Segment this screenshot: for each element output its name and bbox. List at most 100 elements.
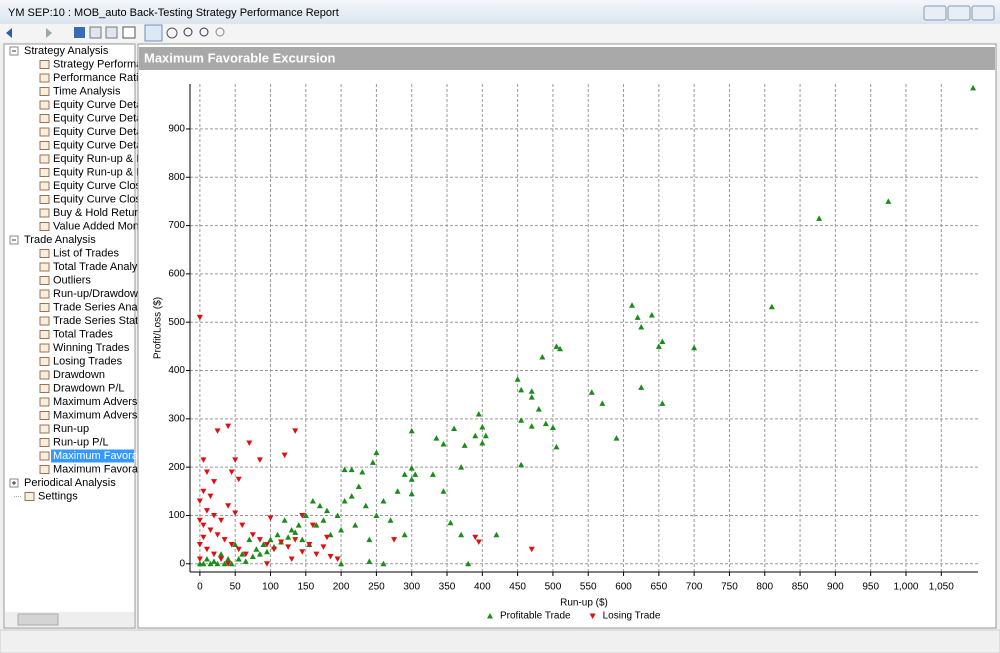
tree-item[interactable]: Equity Curve Detaile (53, 126, 153, 138)
forward-button[interactable] (46, 28, 52, 38)
tree-item[interactable]: Trade Series Analysis (53, 301, 159, 313)
pan-tool[interactable] (166, 27, 178, 39)
scatter-point (323, 507, 330, 514)
reset-tool[interactable] (215, 27, 225, 37)
scatter-point (408, 427, 415, 434)
tree-item[interactable]: Buy & Hold Return (53, 207, 144, 219)
scatter-point (433, 435, 440, 441)
tree-icon (39, 141, 50, 150)
scatter-point (200, 457, 207, 463)
save-button[interactable] (74, 27, 85, 38)
print-button[interactable] (105, 26, 118, 39)
scroll-thumb[interactable] (17, 613, 59, 626)
tree-item[interactable]: Trade Series Statistic (53, 315, 158, 327)
scatter-point (218, 551, 225, 557)
scatter-point (313, 551, 320, 558)
scatter-point (539, 353, 546, 360)
zoom-out-tool[interactable] (199, 27, 209, 37)
close-button[interactable] (971, 5, 995, 21)
scatter-point (196, 541, 203, 548)
scatter-point (203, 555, 210, 562)
select-tool[interactable] (144, 24, 163, 42)
scatter-point (320, 544, 327, 550)
tree-item[interactable]: Winning Trades (53, 342, 130, 354)
scatter-point (359, 468, 366, 475)
minimize-button[interactable] (923, 5, 947, 21)
scatter-point (225, 423, 232, 430)
scatter-point (542, 420, 549, 427)
tree-group[interactable]: Strategy Analysis (24, 45, 109, 57)
tree-item[interactable]: Equity Curve Detaile (53, 112, 153, 124)
tree-item[interactable]: Total Trade Analysis (53, 261, 151, 273)
scatter-point (214, 428, 221, 434)
scatter-point (306, 541, 313, 548)
tree-item[interactable]: Equity Curve Close T (53, 180, 157, 192)
tree-item[interactable]: Run-up (53, 423, 89, 435)
scatter-point (528, 423, 535, 429)
scatter-point (458, 464, 465, 470)
scatter-point (263, 561, 270, 567)
tree-item[interactable]: Settings (38, 490, 78, 502)
tree-item[interactable]: Maximum Adverse E (53, 409, 154, 421)
legend-marker (589, 613, 596, 619)
tree-item[interactable]: Strategy Performanc (53, 58, 154, 70)
tree-icon (39, 357, 50, 366)
tree-item[interactable]: Maximum Favorable (53, 450, 153, 462)
scatter-point (588, 389, 595, 395)
scatter-point (218, 556, 225, 562)
tree-item[interactable]: Performance Ratios (53, 72, 151, 84)
y-tick-label: 900 (168, 124, 185, 135)
scatter-point (242, 558, 249, 564)
tree-item[interactable]: List of Trades (53, 247, 120, 259)
tree-item[interactable]: Maximum Favorable (53, 463, 153, 475)
scatter-point (313, 522, 320, 528)
tree-item[interactable]: Time Analysis (53, 85, 121, 97)
tree-icon (39, 316, 50, 326)
tree-item[interactable]: Run-up P/L (53, 436, 109, 448)
tree-group[interactable]: Periodical Analysis (24, 477, 116, 489)
scatter-point (323, 534, 330, 541)
scatter-point (816, 215, 823, 221)
tree-item[interactable]: Losing Trades (53, 355, 123, 367)
scatter-point (458, 531, 465, 538)
scatter-point (260, 541, 267, 547)
tree-icon (39, 289, 50, 299)
tree-icon (39, 222, 50, 231)
tree-item[interactable]: Outliers (53, 274, 91, 286)
tree-item[interactable]: Equity Curve Detaile (53, 139, 153, 151)
tree-item[interactable]: Value Added Month (53, 220, 148, 232)
tree-icon (39, 60, 50, 69)
tree-item[interactable]: Maximum Adverse E (53, 396, 154, 408)
tree-icon (24, 492, 35, 501)
tree-item[interactable]: Drawdown P/L (53, 382, 125, 394)
back-button[interactable] (6, 28, 12, 38)
scatter-point (203, 546, 210, 553)
scatter-point (239, 551, 246, 557)
x-tick-label: 400 (474, 582, 491, 593)
tree-icon (39, 424, 50, 434)
tree-item[interactable]: Total Trades (53, 328, 113, 340)
scatter-point (408, 465, 415, 471)
scatter-point (338, 526, 345, 533)
tree-item[interactable]: Run-up/Drawdown (53, 288, 144, 300)
tree-item[interactable]: Drawdown (53, 369, 105, 381)
tree-icon (39, 262, 50, 272)
zoom-in-tool[interactable] (183, 27, 193, 37)
y-tick-label: 100 (168, 510, 185, 521)
export-button[interactable] (89, 26, 102, 39)
tree-item[interactable]: Equity Run-up & Dra (53, 153, 155, 165)
tree-icon (39, 249, 50, 258)
scatter-point (380, 560, 387, 567)
scatter-point (366, 558, 373, 564)
scatter-point (214, 560, 221, 567)
tree-item[interactable]: Equity Curve Detaile (53, 99, 153, 111)
scatter-point (302, 512, 309, 518)
tree-item[interactable]: Equity Curve Close T (53, 193, 157, 205)
tree-group[interactable]: Trade Analysis (24, 234, 96, 246)
tree-icon (39, 114, 50, 123)
view-button[interactable] (122, 26, 136, 39)
maximize-button[interactable] (947, 5, 971, 21)
scatter-point (479, 424, 486, 430)
tree-item[interactable]: Equity Run-up & Dra (53, 166, 155, 178)
